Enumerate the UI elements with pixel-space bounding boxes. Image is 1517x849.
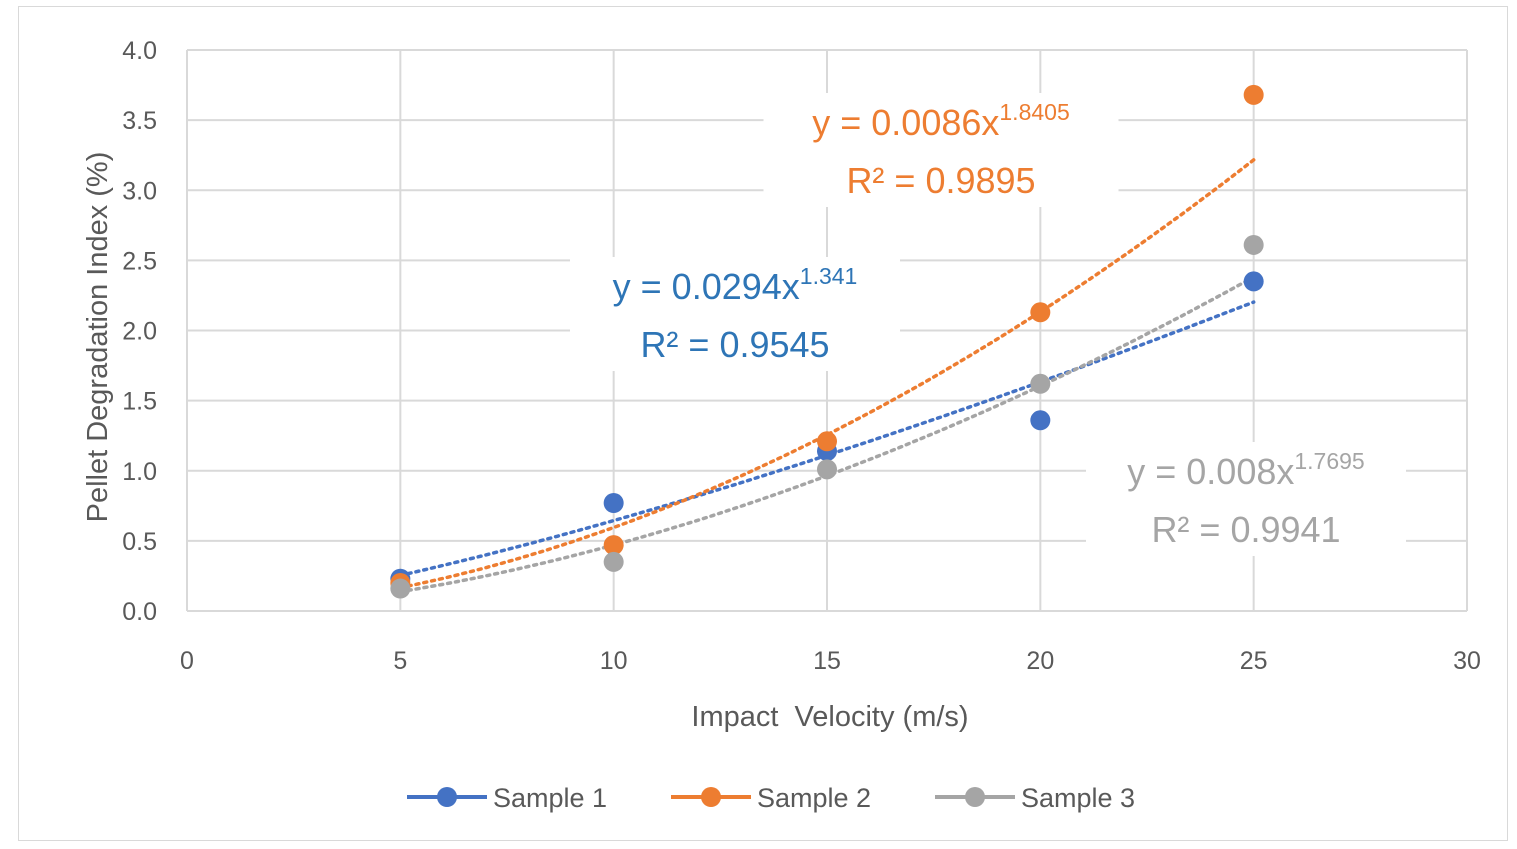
legend-marker: [701, 787, 721, 807]
data-point-sample-1: [603, 493, 624, 514]
x-tick-label: 20: [1026, 647, 1054, 675]
y-tick-label: 2.5: [122, 247, 157, 275]
trendline-exponent: 1.8405: [999, 99, 1069, 125]
trendline-r2-sample-3: R² = 0.9941: [1151, 509, 1340, 550]
legend-item-sample-1: Sample 1: [407, 783, 607, 813]
x-axis-title: Impact Velocity (m/s): [691, 701, 968, 733]
data-point-sample-1: [1243, 271, 1264, 292]
trendline-r2-sample-1: R² = 0.9545: [640, 324, 829, 365]
legend-label: Sample 1: [493, 783, 607, 813]
data-point-sample-3: [817, 459, 837, 480]
equation-label-background: [1086, 442, 1406, 556]
legend-item-sample-2: Sample 2: [671, 783, 871, 813]
trendline-equation-sample-1: y = 0.0294x1.341: [613, 263, 858, 307]
data-point-sample-3: [1243, 234, 1264, 255]
y-tick-label: 4.0: [122, 37, 157, 65]
scatter-chart: y = 0.0294x1.341 R² = 0.9545 y = 0.0086x1.…: [82, 37, 1481, 813]
chart-frame: y = 0.0294x1.341 R² = 0.9545 y = 0.0086x1.…: [18, 6, 1508, 841]
trendline-equation-sample-3: y = 0.008x1.7695: [1127, 448, 1364, 492]
x-tick-label: 10: [600, 647, 628, 675]
legend-marker: [965, 787, 985, 807]
x-tick-label: 15: [813, 647, 841, 675]
equation-label-background: [763, 93, 1119, 207]
trendline-exponent: 1.341: [800, 263, 858, 289]
y-axis-title: Pellet Degradation Index (%): [82, 152, 114, 523]
legend-item-sample-3: Sample 3: [935, 783, 1135, 813]
data-point-sample-3: [390, 578, 411, 599]
legend-label: Sample 3: [1021, 783, 1135, 813]
y-tick-label: 0.0: [122, 598, 157, 626]
data-point-sample-2: [817, 431, 837, 452]
legend-marker: [437, 787, 457, 807]
y-tick-label: 1.5: [122, 388, 157, 416]
x-tick-label: 30: [1453, 647, 1481, 675]
trendline-equations: y = 0.0294x1.341 R² = 0.9545 y = 0.0086x1.…: [570, 93, 1406, 556]
trendline-r2-sample-2: R² = 0.9895: [846, 160, 1035, 201]
legend: Sample 1 Sample 2 Sample 3: [407, 783, 1135, 813]
x-tick-label: 5: [393, 647, 407, 675]
equation-label-background: [570, 257, 900, 371]
y-tick-label: 1.0: [122, 458, 157, 486]
x-tick-label: 0: [180, 647, 194, 675]
y-tick-label: 3.0: [122, 177, 157, 205]
data-point-sample-3: [1030, 373, 1051, 394]
x-axis-ticks: 0 5 10 15 20 25 30: [180, 647, 1481, 675]
y-tick-label: 0.5: [122, 528, 157, 556]
data-point-sample-3: [603, 551, 624, 572]
y-axis-ticks: 0.0 0.5 1.0 1.5 2.0 2.5 3.0 3.5 4.0: [122, 37, 157, 626]
y-tick-label: 3.5: [122, 107, 157, 135]
y-tick-label: 2.0: [122, 318, 157, 346]
data-point-sample-2: [603, 535, 624, 556]
data-point-sample-1: [1030, 410, 1051, 431]
trendline-exponent: 1.7695: [1294, 448, 1364, 474]
trendline-equation-sample-2: y = 0.0086x1.8405: [812, 99, 1070, 143]
data-point-sample-2: [1030, 302, 1051, 323]
data-points: [390, 84, 1264, 599]
legend-label: Sample 2: [757, 783, 871, 813]
x-tick-label: 25: [1240, 647, 1268, 675]
data-point-sample-2: [1243, 84, 1264, 105]
